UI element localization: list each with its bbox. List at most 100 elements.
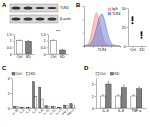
bar (60, 107, 62, 108)
y-tick-label: 0 (44, 53, 46, 57)
y-tick-label: 0 (92, 107, 94, 111)
y-tick: 0 (92, 107, 96, 111)
y-tick-label: 1 (44, 39, 46, 43)
x-tick-label: IL-8 (118, 109, 124, 113)
y-tick-mark (95, 96, 97, 97)
error-bar (138, 87, 140, 89)
bar (16, 107, 18, 109)
error-bar (123, 85, 125, 87)
x-tick: Ctrl (17, 54, 23, 59)
x-tick (111, 46, 112, 48)
x-tick-label: IL-6 (103, 109, 109, 113)
legend-label: KD (114, 72, 119, 76)
y-tick-mark (95, 108, 97, 109)
bar (66, 106, 68, 108)
series-area (84, 14, 120, 46)
legend-label: TLR4 (112, 12, 121, 16)
y-tick-label: 25 (122, 26, 126, 30)
x-tick (120, 46, 121, 48)
bar (35, 97, 37, 108)
y-tick-mark (127, 27, 129, 28)
y-tick: 2 (92, 83, 96, 87)
y-tick-mark (13, 41, 15, 42)
x-tick-mark (120, 46, 121, 48)
bar (121, 88, 126, 108)
x-tick: Ctrl (130, 46, 136, 52)
bar (51, 41, 57, 54)
blot-strip (10, 4, 58, 12)
axis-line (12, 79, 13, 109)
blot: TLR4β-actin (10, 4, 71, 23)
axis-line (96, 79, 97, 109)
legend-swatch (26, 73, 29, 76)
x-tick (93, 46, 94, 48)
axis-line (85, 46, 121, 47)
x-tick-label: Ctrl (130, 48, 136, 52)
y-tick: 0 (8, 107, 12, 111)
series-area (84, 13, 120, 46)
x-tick-label: TNF-α (131, 109, 141, 113)
axis: 00.511.5 (41, 33, 49, 57)
bar (100, 96, 105, 108)
blot-label: β-actin (60, 17, 71, 21)
legend: IgGTLR4 (108, 7, 121, 16)
legend-label: IgG (112, 7, 118, 11)
x-tick-label: KD (26, 55, 31, 59)
bar (22, 107, 24, 108)
bar (70, 104, 72, 109)
blot-band (48, 7, 57, 9)
y-tick-mark (13, 47, 15, 48)
y-tick-label: 0 (10, 53, 12, 57)
x-tick: IL-8 (118, 108, 124, 113)
legend-swatch (12, 73, 15, 76)
x-tick: Ctrl (51, 54, 57, 59)
axis-line (128, 9, 129, 47)
bar (28, 107, 30, 108)
y-tick-mark (13, 34, 15, 35)
y-tick-label: 2 (8, 92, 10, 96)
y-tick-mark (47, 34, 49, 35)
bar (106, 84, 111, 108)
y-tick-label: 4 (8, 77, 10, 81)
y-tick-mark (95, 84, 97, 85)
bar (17, 41, 23, 54)
x-tick-label: KD (60, 55, 65, 59)
axis-line (48, 35, 49, 55)
y-tick-mark (83, 19, 85, 20)
x-tick-label: KD (140, 48, 145, 52)
y-tick: 0 (44, 53, 48, 57)
blot-strip (10, 15, 58, 23)
y-tick: 4 (8, 77, 12, 81)
error-bar (133, 95, 135, 96)
y-tick-label: 0 (8, 107, 10, 111)
y-tick (83, 6, 85, 7)
y-tick-label: 1 (92, 95, 94, 99)
axis: CtrlKD (15, 54, 35, 59)
y-tick: 50 (122, 7, 128, 11)
y-tick-mark (11, 93, 13, 94)
bar (59, 50, 65, 54)
y-tick-mark (83, 6, 85, 7)
error-bar (62, 49, 64, 51)
x-tick-mark (93, 46, 94, 48)
axis: 02550 (122, 7, 129, 49)
blot-band (12, 17, 21, 20)
bar (25, 41, 31, 54)
legend: CtrlKD (96, 72, 120, 76)
legend-swatch (108, 8, 111, 11)
x-tick (84, 46, 85, 48)
legend-label: Ctrl (16, 72, 22, 76)
x-tick: KD (26, 54, 31, 59)
y-tick (83, 46, 85, 47)
axis: IL-6 IL-8 TNF-α (97, 108, 147, 113)
x-tick: TNF-α (66, 108, 75, 117)
error-bar (53, 39, 55, 41)
error-bar (102, 95, 104, 96)
x-tick: IL-6 (103, 108, 109, 113)
annotation: *** (56, 29, 61, 34)
legend-swatch (108, 13, 111, 16)
blot-band (36, 17, 45, 20)
axis: 0 2 4 (8, 77, 13, 111)
blot-band (24, 17, 33, 20)
axis: 0 1 2 (92, 79, 97, 111)
